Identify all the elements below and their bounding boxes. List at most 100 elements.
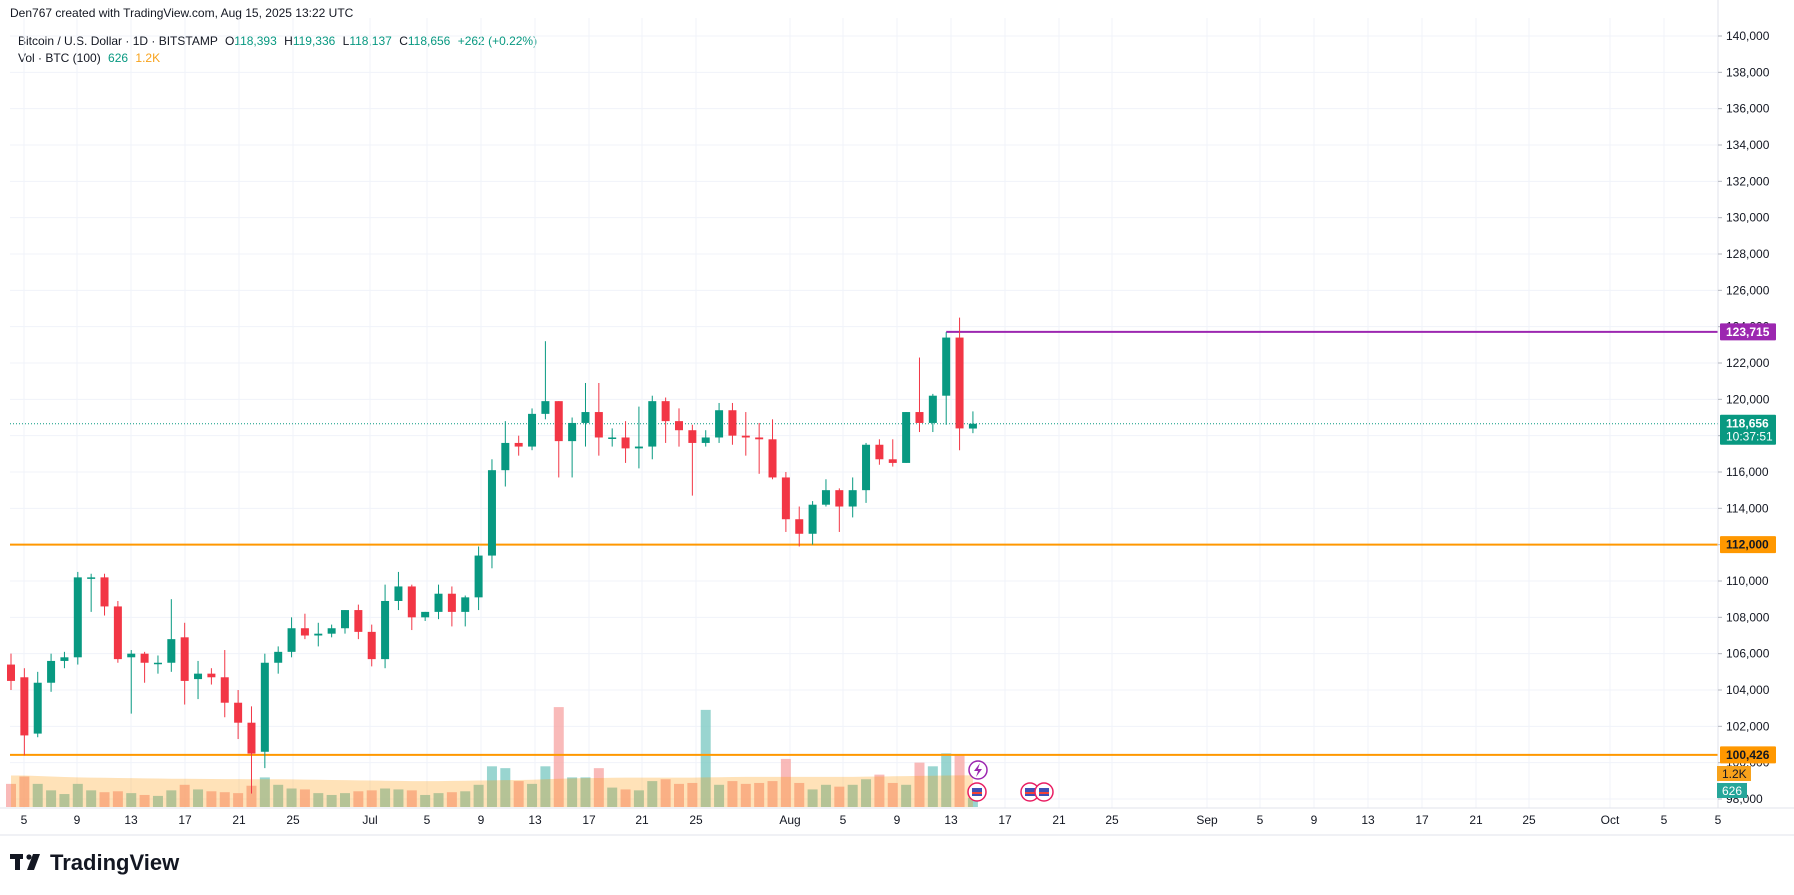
candle-body[interactable] [394,586,403,601]
candle-body[interactable] [7,664,15,681]
candle-body[interactable] [113,606,122,660]
candle-body[interactable] [942,337,951,396]
candle-body[interactable] [528,413,537,447]
candle-body[interactable] [928,395,937,423]
candle-body[interactable] [955,337,964,429]
low-value: 118,137 [349,34,392,48]
candle-body[interactable] [862,444,871,491]
candle-body[interactable] [300,628,309,636]
level-resistance-label: 123,715 [1726,325,1770,339]
candle-body[interactable] [581,412,590,423]
candle-body[interactable] [608,437,617,439]
candle-body[interactable] [621,437,630,449]
candle-body[interactable] [274,651,283,663]
candle-body[interactable] [87,577,96,579]
candle-body[interactable] [554,401,563,442]
candle-body[interactable] [153,662,162,665]
time-tick-label: 5 [1715,813,1722,827]
symbol-title[interactable]: Bitcoin / U.S. Dollar · 1D · BITSTAMP [18,34,218,48]
candle-body[interactable] [875,444,884,460]
candle-body[interactable] [421,611,430,618]
volume-title[interactable]: Vol · BTC (100) [18,51,101,65]
candle-body[interactable] [247,722,256,754]
candle-body[interactable] [33,682,42,734]
candle-body[interactable] [314,633,323,636]
last-price-badge[interactable] [1720,414,1776,445]
candle-body[interactable] [180,637,189,681]
volume-bar [553,707,564,807]
candle-body[interactable] [260,662,269,752]
volume-bar [179,784,190,807]
volume-bar [861,779,872,807]
candle-body[interactable] [661,401,670,422]
candle-body[interactable] [474,555,483,598]
candle-body[interactable] [447,593,456,612]
volume-bar [954,755,965,807]
candle-body[interactable] [140,653,149,663]
candle-body[interactable] [768,439,777,478]
candle-body[interactable] [407,586,416,618]
candle-body[interactable] [207,673,216,678]
candle-body[interactable] [367,631,376,660]
volume-bar [941,753,952,807]
time-tick-label: 17 [178,813,192,827]
candle-body[interactable] [73,577,82,658]
candle-body[interactable] [194,673,203,680]
time-tick-label: Jul [362,813,377,827]
event-us-flag-icon[interactable] [1034,782,1054,802]
candle-body[interactable] [675,421,683,431]
candle-body[interactable] [715,410,724,438]
price-chart[interactable]: 140,000 138,000 136,000 134,000 132,000 130,0… [0,0,1794,840]
candle-body[interactable] [634,446,643,449]
candle-body[interactable] [781,477,790,520]
candle-body[interactable] [915,412,924,423]
candle-body[interactable] [127,653,136,658]
candle-body[interactable] [60,657,69,661]
candle-body[interactable] [234,702,243,723]
level-support-badge[interactable] [1720,536,1776,554]
level-support-2-badge[interactable] [1720,746,1776,764]
candle-body[interactable] [968,423,977,429]
candle-body[interactable] [902,412,911,463]
candle-body[interactable] [594,412,603,438]
candle-body[interactable] [220,677,229,703]
candle-body[interactable] [341,610,349,629]
candle-body[interactable] [741,435,750,438]
candle-body[interactable] [795,519,804,534]
candle-body[interactable] [20,677,29,736]
candle-body[interactable] [888,459,897,463]
volume-bar [901,784,912,807]
level-resistance-badge[interactable] [1720,323,1776,341]
volume-bar [219,792,230,807]
price-tick-label: 106,000 [1726,647,1770,661]
candle-body[interactable] [100,577,109,607]
candle-body[interactable] [287,628,296,652]
candle-body[interactable] [47,660,56,683]
candle-body[interactable] [381,600,390,660]
candle-body[interactable] [688,430,697,443]
volume-bar [340,793,350,807]
time-tick-label: 17 [582,813,596,827]
candle-body[interactable] [487,470,496,556]
candle-body[interactable] [835,490,844,507]
candle-body[interactable] [514,442,523,447]
candle-body[interactable] [821,490,830,505]
candle-body[interactable] [501,442,510,471]
volume-bar [807,789,818,807]
candle-body[interactable] [568,422,577,442]
candle-body[interactable] [434,593,443,612]
event-us-flag-icon[interactable] [967,782,987,802]
candle-body[interactable] [701,437,710,443]
candle-body[interactable] [648,401,657,447]
candle-body[interactable] [461,597,470,612]
candle-body[interactable] [728,410,737,436]
candle-body[interactable] [327,628,336,634]
candle-body[interactable] [848,490,857,507]
candle-body[interactable] [541,401,550,414]
candle-body[interactable] [755,437,764,440]
candle-body[interactable] [808,504,817,534]
event-lightning-icon[interactable] [968,760,988,780]
low-label: L [342,34,350,48]
candle-body[interactable] [167,639,176,663]
candle-body[interactable] [354,610,363,632]
